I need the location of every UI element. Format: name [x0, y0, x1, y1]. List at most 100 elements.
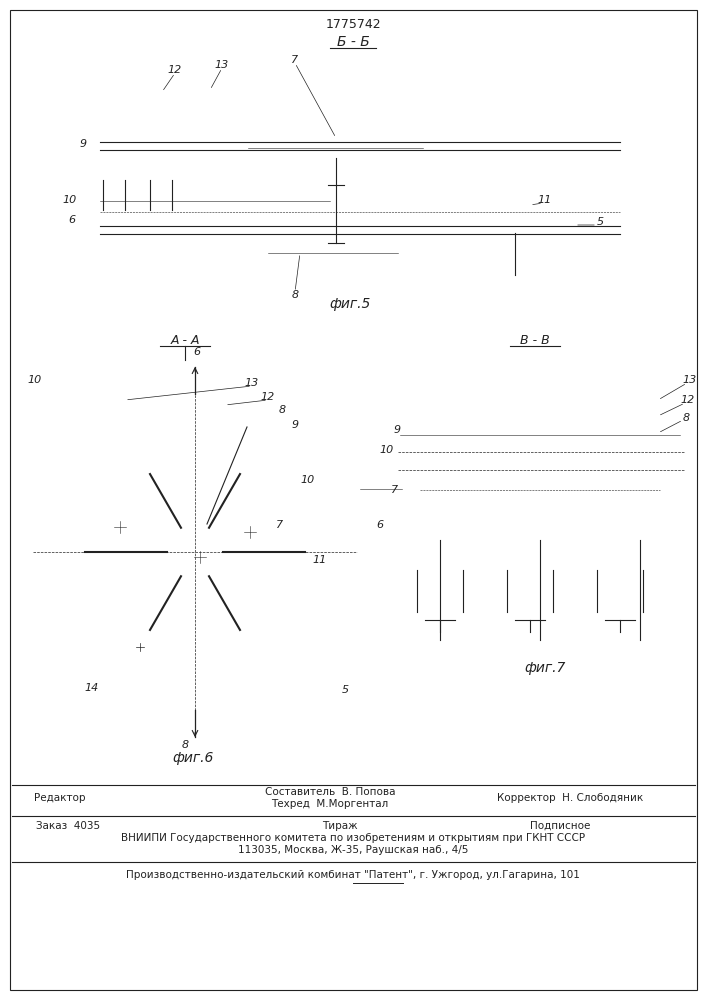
Bar	[585, 458, 625, 528]
Bar	[37, 522, 65, 582]
Bar	[420, 445, 660, 540]
Text: Составитель  В. Попова: Составитель В. Попова	[264, 787, 395, 797]
Bar	[400, 370, 422, 645]
Bar	[660, 480, 680, 498]
Bar	[460, 80, 490, 138]
Bar	[305, 530, 333, 574]
Text: Заказ  4035: Заказ 4035	[36, 821, 100, 831]
Text: 1775742: 1775742	[325, 18, 381, 31]
Bar	[225, 389, 270, 427]
Bar	[167, 524, 223, 580]
Bar	[305, 530, 333, 574]
Circle shape	[495, 200, 505, 210]
Bar	[480, 80, 502, 180]
Bar	[226, 467, 248, 489]
Bar	[535, 370, 563, 428]
Text: фиг.6: фиг.6	[173, 751, 214, 765]
Text: 8: 8	[182, 740, 189, 750]
Circle shape	[177, 572, 185, 580]
Bar	[182, 226, 212, 276]
Bar	[485, 458, 525, 528]
Bar	[570, 370, 598, 428]
Bar	[460, 226, 490, 276]
Bar	[225, 425, 270, 442]
Circle shape	[47, 540, 55, 548]
Text: 7: 7	[291, 55, 298, 65]
FancyBboxPatch shape	[243, 133, 428, 163]
Bar	[497, 226, 527, 276]
Bar	[426, 370, 454, 428]
Circle shape	[509, 244, 515, 250]
Bar	[325, 157, 347, 185]
Bar	[462, 370, 490, 428]
Bar	[400, 438, 428, 460]
Bar	[145, 540, 245, 564]
Bar	[400, 438, 428, 460]
Bar	[420, 445, 660, 540]
FancyBboxPatch shape	[342, 478, 366, 500]
Circle shape	[205, 572, 213, 580]
Bar	[497, 80, 527, 138]
Bar	[145, 226, 175, 276]
Text: 10: 10	[301, 475, 315, 485]
Bar	[497, 226, 527, 276]
Bar	[175, 358, 195, 372]
Text: 10: 10	[63, 195, 77, 205]
Bar	[400, 425, 680, 445]
Bar	[145, 80, 175, 138]
Text: 6: 6	[69, 215, 76, 225]
Text: Производственно-издательский комбинат "Патент", г. Ужгород, ул.Гагарина, 101: Производственно-издательский комбинат "П…	[126, 870, 580, 880]
Text: Б - Б: Б - Б	[337, 35, 369, 49]
Bar	[426, 370, 454, 428]
Text: 5: 5	[341, 685, 349, 695]
Text: 13: 13	[245, 378, 259, 388]
Bar	[141, 467, 163, 489]
Circle shape	[191, 548, 199, 556]
Text: 12: 12	[168, 65, 182, 75]
Bar	[100, 190, 330, 212]
Bar	[182, 80, 212, 138]
Bar	[182, 226, 212, 276]
Bar	[141, 615, 163, 637]
Text: 11: 11	[313, 555, 327, 565]
Bar	[535, 458, 575, 528]
Text: А - А: А - А	[170, 334, 200, 347]
Text: 6: 6	[194, 347, 201, 357]
Bar	[167, 524, 223, 580]
Circle shape	[205, 524, 213, 532]
Text: Корректор  Н. Слободяник: Корректор Н. Слободяник	[497, 793, 643, 803]
Bar	[530, 215, 552, 290]
Bar	[678, 483, 692, 495]
Bar	[400, 425, 680, 445]
Bar	[585, 458, 625, 528]
Bar	[497, 80, 527, 138]
Bar	[145, 226, 175, 276]
Bar	[530, 80, 552, 180]
Bar	[226, 467, 248, 489]
Text: 11: 11	[538, 195, 552, 205]
Bar	[460, 226, 490, 276]
Text: 6: 6	[376, 520, 384, 530]
Text: Тираж: Тираж	[322, 821, 358, 831]
Bar	[226, 615, 248, 637]
Bar	[141, 615, 163, 637]
Bar	[435, 458, 475, 528]
Circle shape	[177, 524, 185, 532]
Text: 12: 12	[261, 392, 275, 402]
Bar	[535, 458, 575, 528]
Bar	[150, 80, 172, 180]
Bar	[177, 534, 213, 570]
Bar	[658, 370, 680, 645]
Text: 13: 13	[683, 375, 697, 385]
Bar	[103, 80, 125, 180]
Text: фиг.5: фиг.5	[329, 297, 370, 311]
Bar	[103, 215, 125, 290]
Bar	[25, 534, 39, 570]
Text: 5: 5	[597, 217, 604, 227]
Text: 8: 8	[682, 413, 689, 423]
Bar	[360, 475, 402, 503]
Bar	[570, 370, 598, 428]
Bar	[141, 467, 163, 489]
Bar	[145, 80, 175, 138]
Text: 14: 14	[85, 683, 99, 693]
